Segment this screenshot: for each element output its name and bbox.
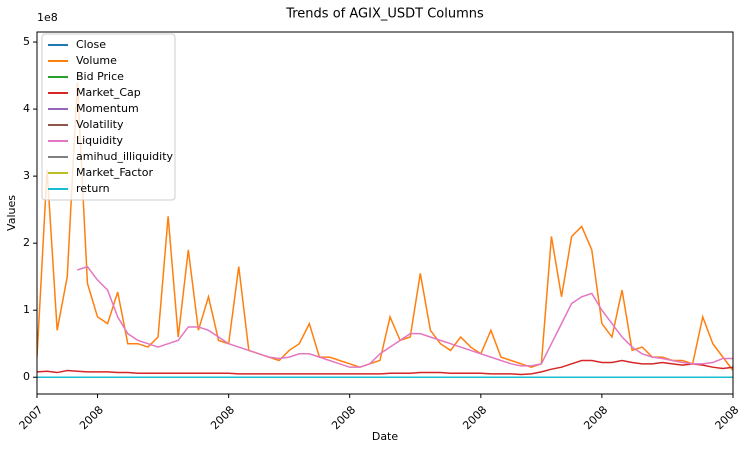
x-tick-label: 2008 (329, 403, 358, 432)
y-axis-label: Values (5, 195, 18, 231)
legend-label: Volume (76, 54, 117, 67)
x-tick-label: 2008 (208, 403, 237, 432)
series-line (77, 265, 733, 368)
legend-label: Volatility (76, 118, 124, 131)
legend-label: Close (76, 38, 106, 51)
legend-label: Liquidity (76, 134, 124, 147)
series-line (37, 82, 733, 371)
legend-label: Bid Price (76, 70, 124, 83)
legend-label: return (76, 182, 110, 195)
series-line (37, 359, 733, 376)
y-tick-label: 3 (23, 169, 30, 182)
x-tick-label: 2008 (581, 403, 610, 432)
legend-box (41, 33, 176, 201)
legend-label: Market_Factor (76, 166, 153, 179)
y-tick-label: 1 (23, 303, 30, 316)
x-tick-label: 2008 (712, 403, 741, 432)
x-tick-label: 2008 (460, 403, 489, 432)
y-tick-label: 4 (23, 102, 30, 115)
y-tick-label: 5 (23, 35, 30, 48)
chart-title: Trends of AGIX_USDT Columns (285, 7, 484, 22)
y-tick-label: 2 (23, 236, 30, 249)
plot-frame (36, 31, 734, 395)
legend-label: Market_Cap (76, 86, 141, 99)
x-tick-label: 2007 (16, 403, 45, 432)
x-tick-label: 2008 (77, 403, 106, 432)
y-offset-label: 1e8 (37, 11, 58, 24)
legend-label: amihud_illiquidity (76, 150, 174, 163)
y-tick-label: 0 (23, 370, 30, 383)
legend-label: Momentum (76, 102, 139, 115)
x-axis-label: Date (372, 430, 399, 443)
